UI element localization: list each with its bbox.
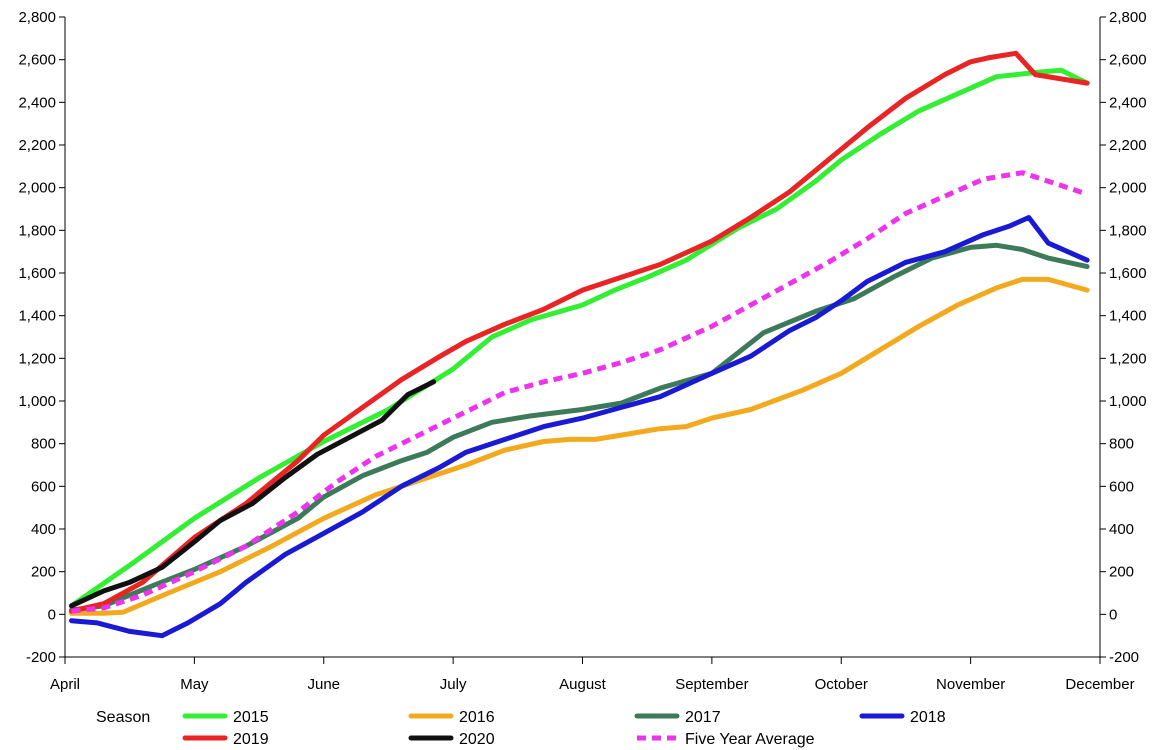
y-tick-label-left: 2,000: [18, 180, 56, 197]
y-tick-label-left: 400: [31, 521, 56, 538]
y-tick-label-right: 2,000: [1109, 180, 1147, 197]
y-tick-label-left: 1,200: [18, 350, 56, 367]
series-line-2017: [69, 242, 1090, 613]
series-line-2015: [69, 67, 1090, 609]
y-tick-label-right: -200: [1109, 649, 1139, 666]
series-line-2020: [69, 379, 437, 609]
y-tick-label-left: 2,600: [18, 52, 56, 69]
legend-title: Season: [96, 709, 150, 726]
series-layer: [69, 50, 1090, 639]
legend-label: 2020: [459, 731, 495, 748]
y-tick-label-right: 1,200: [1109, 350, 1147, 367]
series-line-2019: [69, 50, 1090, 614]
y-tick-label-right: 1,800: [1109, 222, 1147, 239]
y-tick-label-left: 1,400: [18, 308, 56, 325]
y-tick-label-left: 0: [48, 606, 56, 623]
y-tick-label-left: 2,800: [18, 9, 56, 26]
axes: -200 -200 0 0 200 200 400 400 600 600 800 800 1,000 1…: [18, 9, 1146, 693]
y-tick-label-left: 1,600: [18, 265, 56, 282]
legend-label: 2016: [459, 709, 495, 726]
x-tick-label: October: [815, 676, 868, 693]
legend-label: 2018: [910, 709, 946, 726]
y-tick-label-right: 1,400: [1109, 308, 1147, 325]
y-tick-label-left: 1,000: [18, 393, 56, 410]
series-line-2016: [69, 276, 1090, 616]
x-tick-label: November: [936, 676, 1005, 693]
y-tick-label-right: 2,400: [1109, 94, 1147, 111]
y-tick-label-right: 2,800: [1109, 9, 1147, 26]
y-tick-label-right: 2,600: [1109, 52, 1147, 69]
y-tick-label-left: -200: [26, 649, 56, 666]
y-tick-label-right: 200: [1109, 564, 1134, 581]
y-tick-label-right: 800: [1109, 436, 1134, 453]
y-tick-label-right: 2,200: [1109, 137, 1147, 154]
x-tick-label: May: [180, 676, 209, 693]
y-tick-label-left: 1,800: [18, 222, 56, 239]
legend-label: 2015: [233, 709, 269, 726]
y-tick-label-left: 600: [31, 478, 56, 495]
series-line-2018: [69, 215, 1090, 639]
y-tick-label-right: 600: [1109, 478, 1134, 495]
legend-label: 2019: [233, 731, 269, 748]
x-tick-label: September: [675, 676, 748, 693]
x-tick-label: April: [50, 676, 80, 693]
legend-label: Five Year Average: [685, 731, 815, 748]
x-tick-label: December: [1065, 676, 1134, 693]
legend: Season 2015 2016 2017 2018 2019 2020 Five Year …: [96, 709, 946, 748]
series-line-five-year-average: [71, 170, 1088, 614]
x-tick-label: July: [440, 676, 467, 693]
y-tick-label-right: 1,600: [1109, 265, 1147, 282]
legend-label: 2017: [685, 709, 721, 726]
y-tick-label-right: 1,000: [1109, 393, 1147, 410]
y-tick-label-right: 0: [1109, 606, 1117, 623]
y-tick-label-right: 400: [1109, 521, 1134, 538]
y-tick-label-left: 2,400: [18, 94, 56, 111]
y-tick-label-left: 800: [31, 436, 56, 453]
x-tick-label: June: [307, 676, 340, 693]
y-tick-label-left: 200: [31, 564, 56, 581]
y-tick-label-left: 2,200: [18, 137, 56, 154]
x-tick-label: August: [559, 676, 607, 693]
